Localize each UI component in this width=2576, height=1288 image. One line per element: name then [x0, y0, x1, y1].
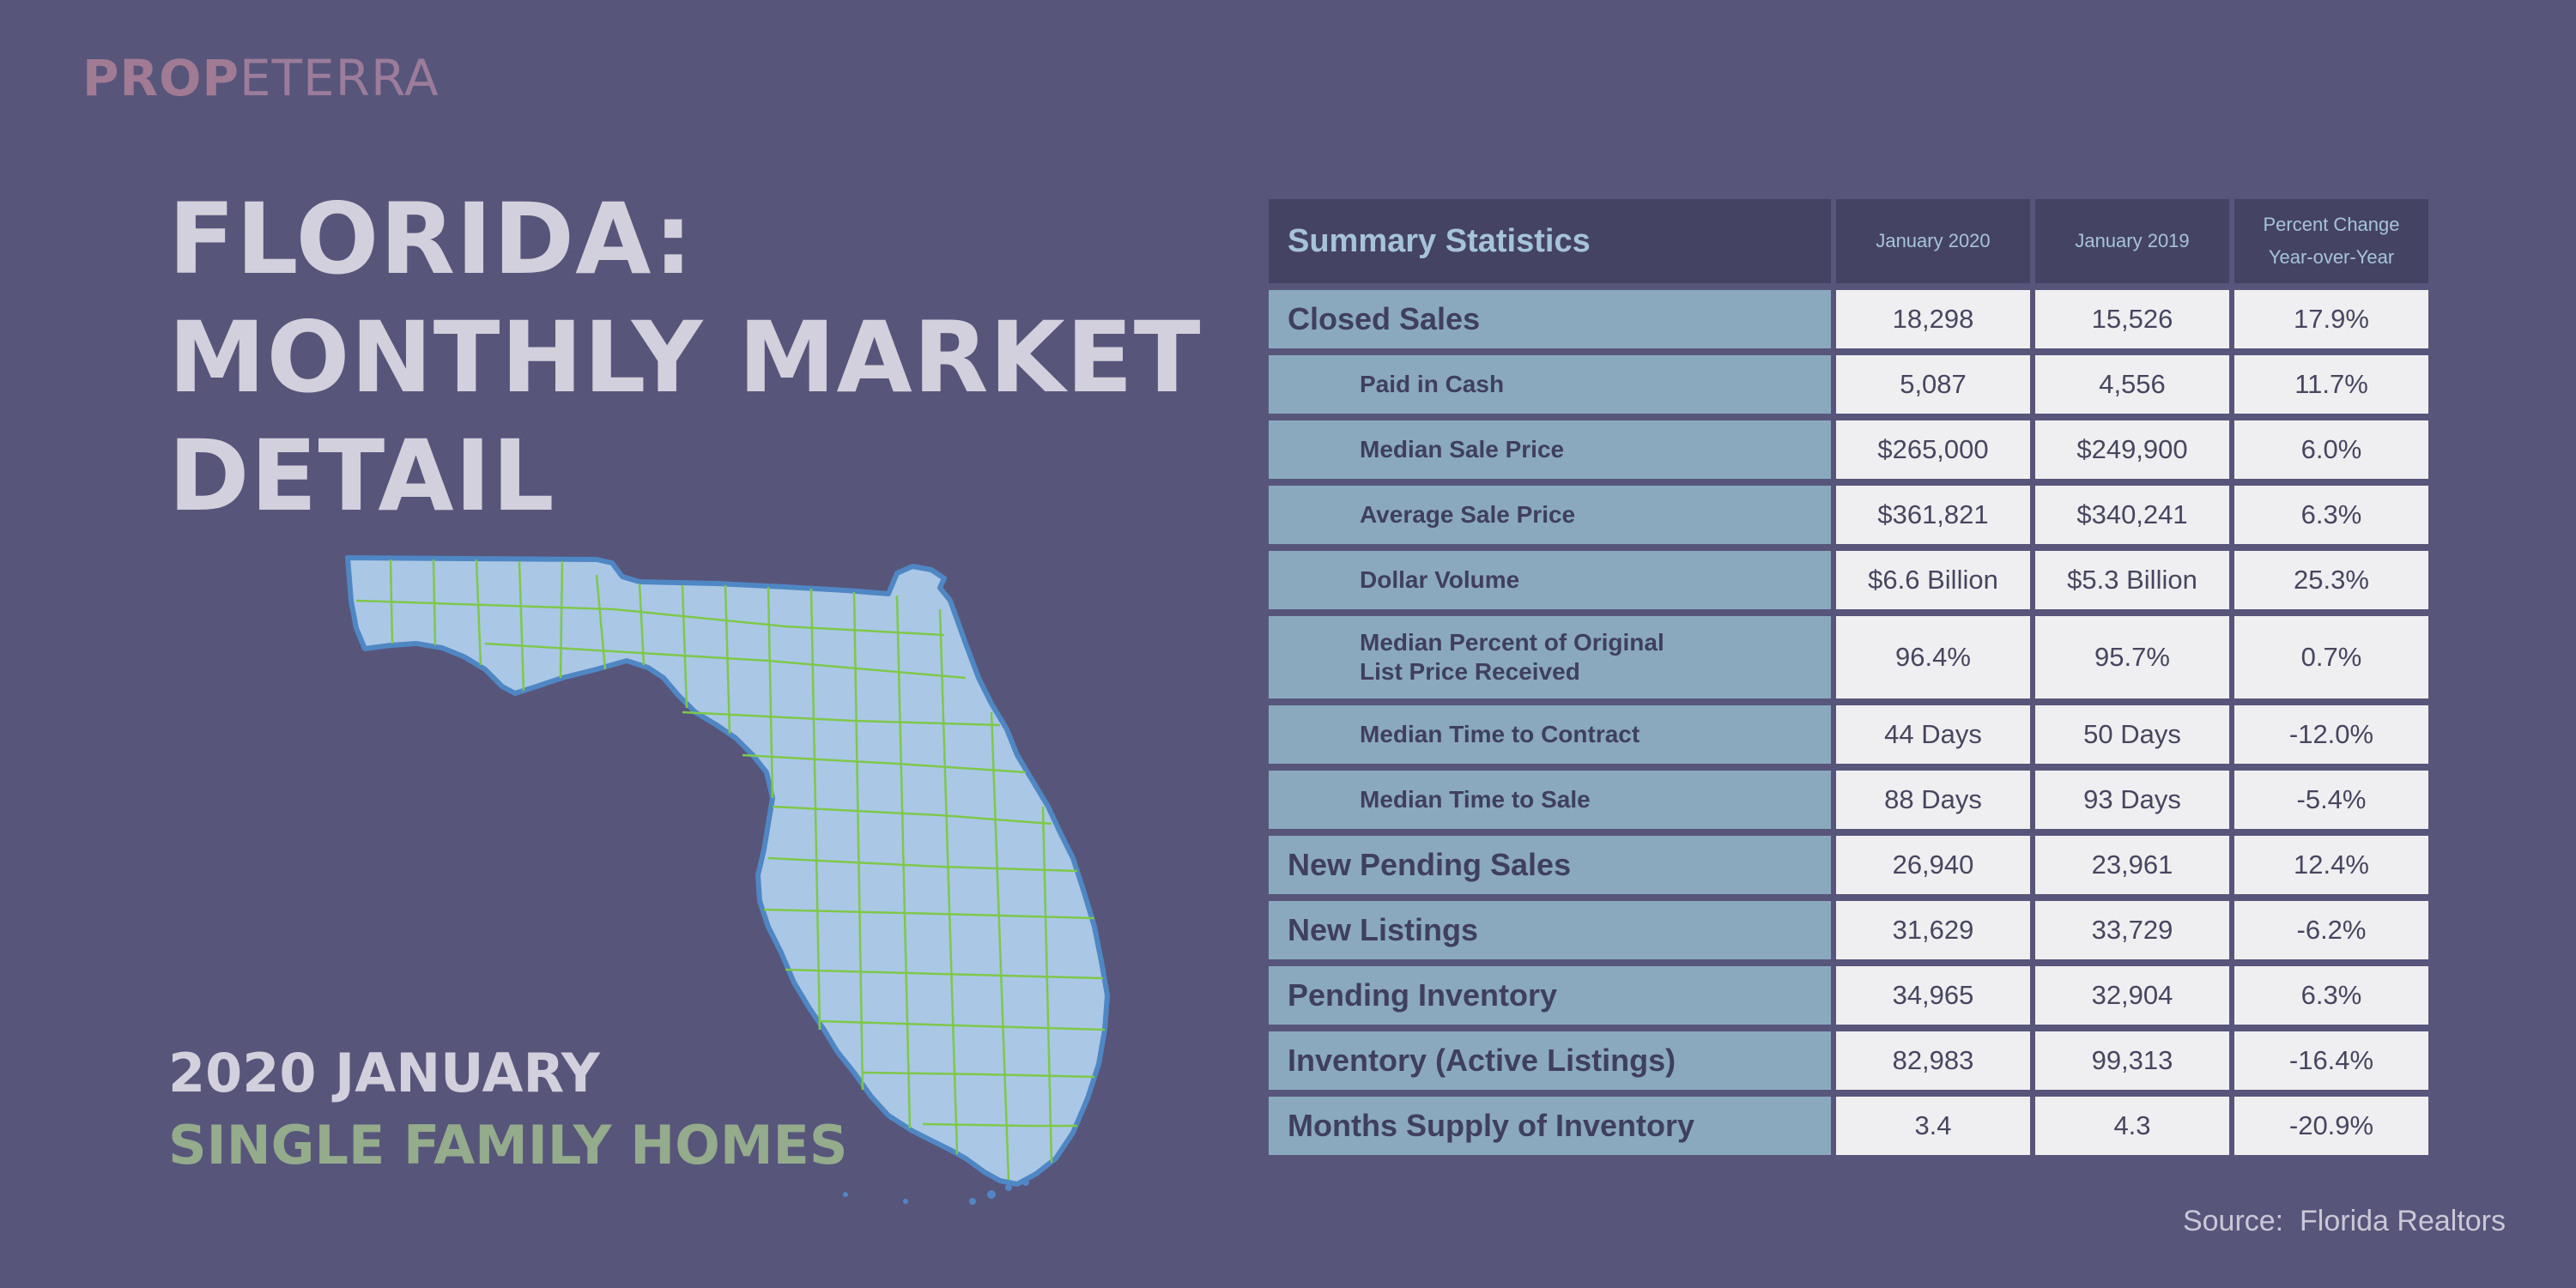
value-january-2019: 95.7% [2035, 616, 2229, 698]
table-row: Paid in Cash 5,087 4,556 11.7% [1269, 355, 2428, 414]
value-january-2020: 82,983 [1836, 1031, 2030, 1090]
value-january-2020: $361,821 [1836, 486, 2030, 544]
table-row: Average Sale Price $361,821 $340,241 6.3… [1269, 486, 2428, 544]
source-note: Source: Florida Realtors [2182, 1205, 2506, 1237]
value-january-2020: 88 Days [1836, 771, 2030, 829]
value-percent-change: 17.9% [2234, 290, 2428, 348]
value-percent-change: 6.3% [2234, 966, 2428, 1025]
value-january-2020: 96.4% [1836, 616, 2030, 698]
title-line-2: MONTHLY MARKET [168, 300, 1202, 414]
row-label: New Pending Sales [1269, 836, 1831, 894]
value-january-2020: $6.6 Billion [1836, 551, 2030, 609]
value-january-2019: 23,961 [2035, 836, 2229, 894]
table-row: Months Supply of Inventory 3.4 4.3 -20.9… [1269, 1097, 2428, 1155]
value-january-2019: 15,526 [2035, 290, 2229, 348]
table-row: Pending Inventory 34,965 32,904 6.3% [1269, 966, 2428, 1025]
table-row: Dollar Volume $6.6 Billion $5.3 Billion … [1269, 551, 2428, 609]
value-january-2019: $340,241 [2035, 486, 2229, 544]
row-label: Median Percent of Original List Price Re… [1269, 616, 1831, 698]
logo-part-2: ETERRA [239, 49, 439, 107]
table-header-row: Summary Statistics January 2020 January … [1269, 199, 2428, 283]
logo-part-1: PROP [82, 49, 239, 107]
value-january-2019: $5.3 Billion [2035, 551, 2229, 609]
table-row: New Pending Sales 26,940 23,961 12.4% [1269, 836, 2428, 894]
header-summary-statistics: Summary Statistics [1269, 199, 1831, 283]
table-row: Median Percent of Original List Price Re… [1269, 616, 2428, 698]
propeterra-logo: PROPETERRA [82, 53, 439, 103]
row-label: Median Time to Contract [1269, 705, 1831, 764]
row-label-line-2: List Price Received [1360, 658, 1580, 685]
table-row: Inventory (Active Listings) 82,983 99,31… [1269, 1031, 2428, 1090]
summary-statistics-table: Summary Statistics January 2020 January … [1264, 192, 2434, 1162]
header-january-2019: January 2019 [2035, 199, 2229, 283]
category-label: SINGLE FAMILY HOMES [168, 1114, 848, 1176]
value-january-2019: 32,904 [2035, 966, 2229, 1025]
row-label: Paid in Cash [1269, 355, 1831, 414]
header-percent-change-line-1: Percent Change [2263, 214, 2400, 235]
header-percent-change-line-2: Year-over-Year [2268, 246, 2395, 268]
value-percent-change: 12.4% [2234, 836, 2428, 894]
header-percent-change: Percent Change Year-over-Year [2234, 199, 2428, 283]
table-row: Closed Sales 18,298 15,526 17.9% [1269, 290, 2428, 348]
value-january-2020: 31,629 [1836, 901, 2030, 959]
value-percent-change: -16.4% [2234, 1031, 2428, 1090]
value-percent-change: -5.4% [2234, 771, 2428, 829]
table-row: New Listings 31,629 33,729 -6.2% [1269, 901, 2428, 959]
value-january-2019: 99,313 [2035, 1031, 2229, 1090]
value-percent-change: -6.2% [2234, 901, 2428, 959]
value-january-2019: 50 Days [2035, 705, 2229, 764]
value-january-2020: 34,965 [1836, 966, 2030, 1025]
value-percent-change: -12.0% [2234, 705, 2428, 764]
row-label: Median Sale Price [1269, 420, 1831, 479]
row-label: Average Sale Price [1269, 486, 1831, 544]
row-label: New Listings [1269, 901, 1831, 959]
summary-statistics-table-wrapper: Summary Statistics January 2020 January … [1269, 199, 2428, 1155]
row-label: Closed Sales [1269, 290, 1831, 348]
row-label: Months Supply of Inventory [1269, 1097, 1831, 1155]
value-january-2019: 4,556 [2035, 355, 2229, 414]
table-row: Median Time to Contract 44 Days 50 Days … [1269, 705, 2428, 764]
value-percent-change: 6.3% [2234, 486, 2428, 544]
value-january-2020: 18,298 [1836, 290, 2030, 348]
row-label: Dollar Volume [1269, 551, 1831, 609]
value-percent-change: 25.3% [2234, 551, 2428, 609]
row-label: Inventory (Active Listings) [1269, 1031, 1831, 1090]
value-january-2019: $249,900 [2035, 420, 2229, 479]
value-percent-change: -20.9% [2234, 1097, 2428, 1155]
value-january-2020: $265,000 [1836, 420, 2030, 479]
value-january-2019: 93 Days [2035, 771, 2229, 829]
title-line-3: DETAIL [168, 419, 555, 533]
florida-counties-map-icon [345, 555, 1110, 1205]
value-percent-change: 0.7% [2234, 616, 2428, 698]
value-january-2020: 5,087 [1836, 355, 2030, 414]
value-percent-change: 6.0% [2234, 420, 2428, 479]
value-january-2020: 3.4 [1836, 1097, 2030, 1155]
title-line-1: FLORIDA: [168, 182, 694, 296]
value-january-2019: 33,729 [2035, 901, 2229, 959]
header-january-2020: January 2020 [1836, 199, 2030, 283]
row-label-line-1: Median Percent of Original [1360, 629, 1664, 656]
period-label: 2020 JANUARY [168, 1042, 600, 1104]
florida-outline [345, 555, 1110, 1187]
row-label: Median Time to Sale [1269, 771, 1831, 829]
value-january-2020: 44 Days [1836, 705, 2030, 764]
value-january-2020: 26,940 [1836, 836, 2030, 894]
row-label: Pending Inventory [1269, 966, 1831, 1025]
table-row: Median Time to Sale 88 Days 93 Days -5.4… [1269, 771, 2428, 829]
table-row: Median Sale Price $265,000 $249,900 6.0% [1269, 420, 2428, 479]
page-title: FLORIDA: MONTHLY MARKET DETAIL [168, 180, 1202, 535]
value-percent-change: 11.7% [2234, 355, 2428, 414]
value-january-2019: 4.3 [2035, 1097, 2229, 1155]
